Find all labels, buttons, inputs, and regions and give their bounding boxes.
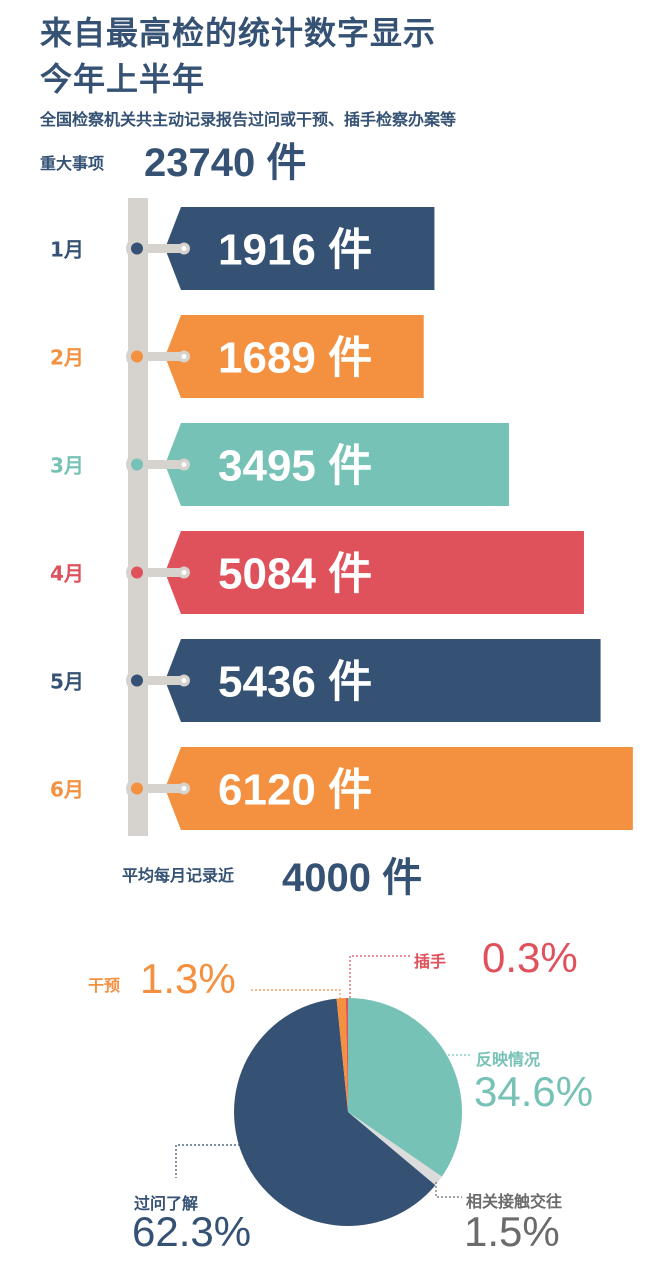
pie-label-contact: 相关接触交往 [466,1192,563,1211]
pie-slice-5 [345,998,348,1112]
timeline-dot [131,674,143,687]
pie-label-meddle: 插手 [414,952,447,971]
average-label: 平均每月记录近 [122,866,235,885]
title-line-1: 来自最高检的统计数字显示 [40,14,437,52]
pie-pct-intervene: 1.3% [140,955,236,1002]
bar-value-label: 1916 件 [218,226,372,275]
connector-end-hole [181,462,187,467]
connector-end-hole [181,570,187,575]
pie-pct-contact: 1.5% [464,1208,560,1255]
month-label: 4月 [50,562,84,586]
timeline-dot [131,242,143,255]
total-label: 重大事项 [40,154,105,173]
timeline-dot [131,566,143,579]
month-label: 1月 [50,238,84,262]
timeline-dot [131,458,143,471]
bar-value-label: 5084 件 [218,550,372,599]
pie-label-intervene: 干预 [88,976,121,995]
bar-value-label: 5436 件 [218,658,372,707]
pie-slice-4 [336,998,348,1112]
timeline-dot [131,782,143,795]
bar-2 [165,315,424,398]
pie-slice-2 [348,1112,442,1186]
month-label: 6月 [50,778,84,802]
bar-6 [165,747,633,830]
subtitle: 全国检察机关共主动记录报告过问或干预、插手检察办案等 [40,110,457,129]
connector-end-hole [181,246,187,251]
pie-label-inquire: 过问了解 [134,1194,199,1213]
month-label: 3月 [50,454,84,478]
pie-pct-report: 34.6% [474,1068,594,1115]
pie-pct-meddle: 0.3% [482,934,578,981]
bar-5 [165,639,601,722]
timeline-dot [131,350,143,363]
bar-value-label: 3495 件 [218,442,372,491]
total-value: 23740 件 [144,141,307,185]
leader-inquire [175,1144,244,1178]
leader-meddle [349,955,410,998]
bar-1 [165,207,435,290]
month-label: 5月 [50,670,84,694]
pie-slice-3 [234,998,436,1226]
bar-3 [165,423,509,506]
leader-intervene [250,989,341,999]
month-label: 2月 [50,346,84,370]
connector-end-hole [181,678,187,683]
monthly-bar-chart: 1916 件 1月 1689 件 2月 3495 件 3月 5084 件 4月 5436 件 5月… [50,198,633,836]
bar-value-label: 1689 件 [218,334,372,383]
average-value: 4000 件 [282,856,423,900]
bar-value-label: 6120 件 [218,766,372,815]
connector-end-hole [181,354,187,359]
bar-4 [165,531,584,614]
pie-slice-1 [348,998,463,1177]
leader-contact [435,1182,462,1198]
title-line-2: 今年上半年 [40,60,206,98]
pie-pct-inquire: 62.3% [132,1208,252,1255]
connector-end-hole [181,786,187,791]
pie-label-report: 反映情况 [476,1050,541,1069]
